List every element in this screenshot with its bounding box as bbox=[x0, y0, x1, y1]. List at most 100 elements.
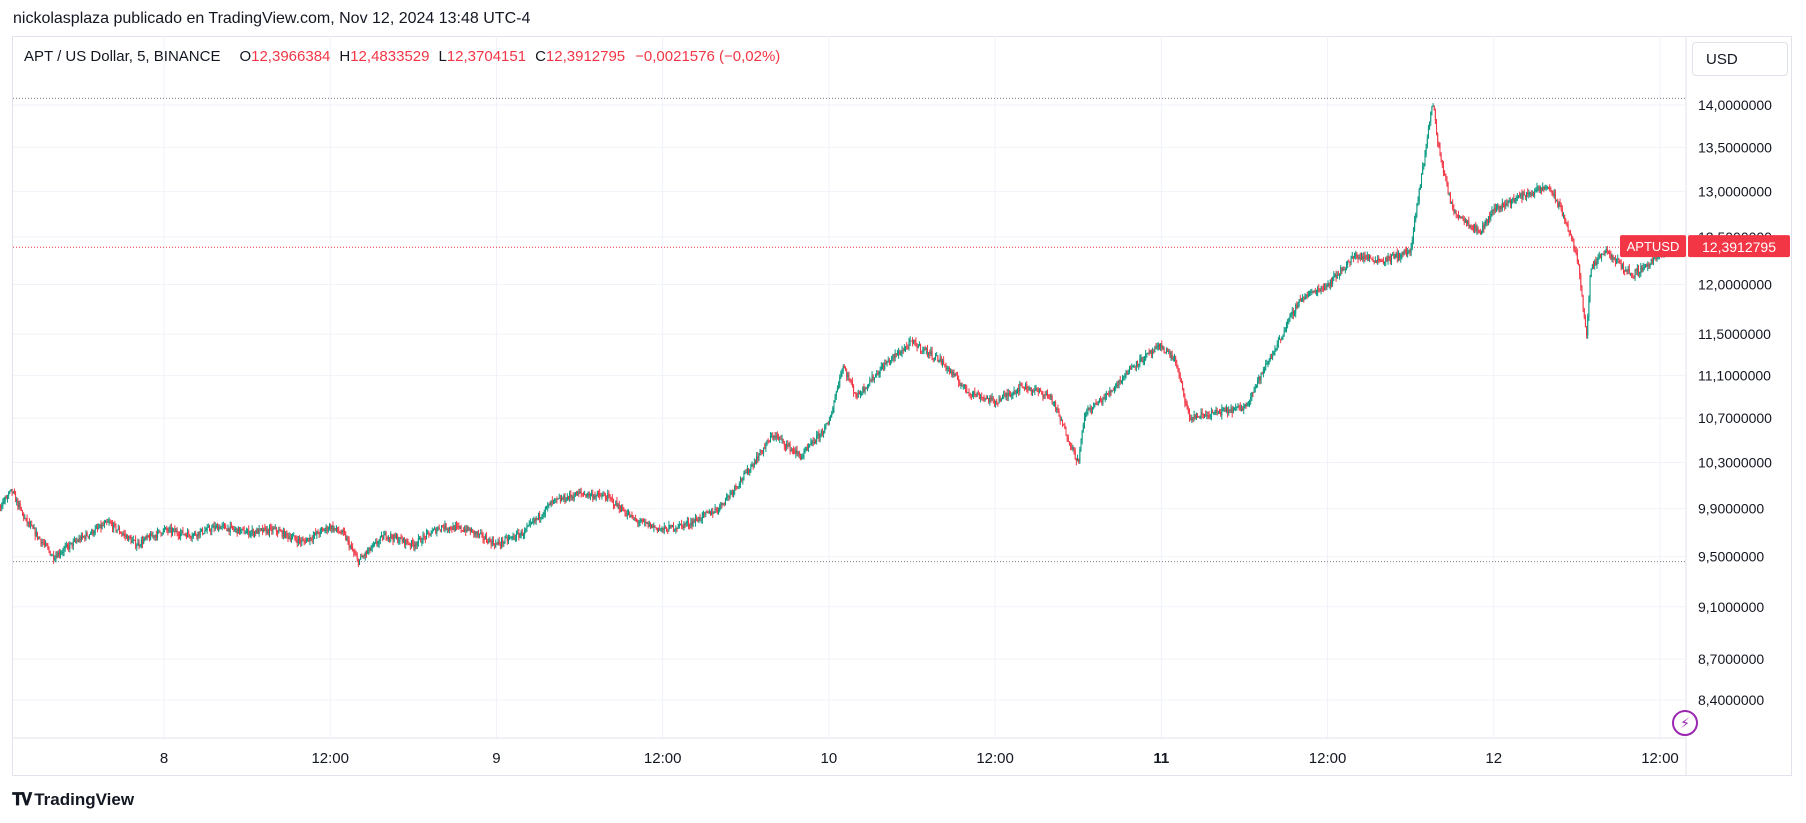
candle-body bbox=[1391, 254, 1393, 262]
candle-body bbox=[1459, 216, 1461, 218]
candle-body bbox=[817, 433, 819, 435]
candle-body bbox=[1290, 314, 1292, 316]
candle-body bbox=[33, 528, 35, 530]
candle-body bbox=[658, 528, 660, 531]
candle-body bbox=[924, 348, 926, 351]
candle-body bbox=[1299, 299, 1301, 302]
candle-body bbox=[1653, 258, 1655, 262]
candle-body bbox=[716, 509, 718, 512]
tradingview-logo[interactable]: 𝐓𝐕 TradingView bbox=[12, 790, 134, 810]
candle-body bbox=[986, 397, 988, 399]
candle-body bbox=[643, 520, 645, 522]
candle-body bbox=[288, 536, 290, 539]
candle-body bbox=[1116, 383, 1118, 388]
candle-body bbox=[539, 513, 541, 519]
candle-body bbox=[1542, 186, 1544, 191]
candle-body bbox=[1394, 257, 1396, 259]
candle-body bbox=[728, 495, 730, 497]
candle-body bbox=[252, 529, 254, 535]
candle-body bbox=[262, 528, 264, 533]
candle-body bbox=[1598, 255, 1600, 257]
candle-body bbox=[953, 372, 955, 377]
candle-body bbox=[392, 537, 394, 541]
candle-body bbox=[609, 496, 611, 499]
candle-body bbox=[860, 393, 862, 395]
candle-body bbox=[1601, 253, 1603, 258]
candle-body bbox=[1477, 228, 1479, 230]
candle-body bbox=[834, 396, 836, 402]
candle-body bbox=[1015, 390, 1017, 394]
candle-body bbox=[317, 531, 319, 534]
candle-body bbox=[61, 552, 63, 554]
candle-body bbox=[1640, 266, 1642, 274]
candle-body bbox=[199, 530, 201, 536]
candle-body bbox=[300, 540, 302, 543]
candle-body bbox=[215, 525, 217, 527]
candle-body bbox=[1262, 369, 1264, 375]
candle-body bbox=[612, 499, 614, 506]
candle-body bbox=[387, 537, 389, 539]
candle-body bbox=[275, 527, 277, 532]
lightning-icon[interactable]: ⚡ bbox=[1672, 710, 1698, 736]
candle-body bbox=[753, 462, 755, 467]
candle-body bbox=[1557, 200, 1559, 207]
y-tick-label: 9,1000000 bbox=[1698, 599, 1764, 615]
legend-symbol[interactable]: APT / US Dollar, 5, BINANCE bbox=[24, 48, 221, 65]
candle-body bbox=[1146, 354, 1148, 356]
candle-body bbox=[1028, 388, 1030, 391]
candle-body bbox=[324, 529, 326, 532]
candle-body bbox=[520, 531, 522, 535]
candle-body bbox=[960, 385, 962, 387]
candle-body bbox=[801, 456, 803, 460]
candle-body bbox=[862, 386, 864, 394]
candle-body bbox=[1194, 414, 1196, 419]
candle-body bbox=[1123, 376, 1125, 378]
candle-body bbox=[397, 536, 399, 543]
candle-body bbox=[414, 544, 416, 548]
candle-body bbox=[778, 436, 780, 439]
candle-body bbox=[357, 558, 359, 565]
candle-body bbox=[1283, 331, 1285, 335]
candle-body bbox=[1036, 388, 1038, 391]
candle-body bbox=[1631, 273, 1633, 275]
candle-body bbox=[522, 534, 524, 536]
candle-body bbox=[846, 370, 848, 377]
candle-body bbox=[1646, 264, 1648, 267]
chart-frame[interactable] bbox=[12, 36, 1792, 776]
candle-body bbox=[281, 531, 283, 537]
candle-body bbox=[975, 394, 977, 397]
candle-body bbox=[851, 381, 853, 387]
candle-body bbox=[1614, 259, 1616, 263]
candle-body bbox=[236, 528, 238, 534]
candle-body bbox=[1350, 258, 1352, 263]
candle-body bbox=[230, 525, 232, 527]
candle-body bbox=[184, 534, 186, 536]
candle-body bbox=[1070, 444, 1072, 447]
candle-body bbox=[1172, 358, 1174, 360]
candle-body bbox=[1295, 304, 1297, 313]
candle-body bbox=[1531, 194, 1533, 196]
candle-body bbox=[556, 498, 558, 500]
candle-body bbox=[978, 394, 980, 399]
legend-high-label: H bbox=[339, 48, 351, 65]
candle-body bbox=[68, 545, 70, 549]
candle-body bbox=[694, 518, 696, 523]
candle-body bbox=[730, 491, 732, 493]
candle-body bbox=[454, 525, 456, 531]
candle-body bbox=[334, 528, 336, 530]
currency-button[interactable]: USD bbox=[1692, 42, 1788, 76]
candle-body bbox=[1349, 262, 1351, 264]
candle-body bbox=[891, 356, 893, 361]
candle-body bbox=[399, 537, 401, 542]
candle-body bbox=[1407, 251, 1409, 255]
candle-body bbox=[350, 546, 352, 548]
candle-body bbox=[1340, 267, 1342, 274]
candle-body bbox=[21, 510, 23, 514]
candle-body bbox=[936, 355, 938, 357]
candle-body bbox=[385, 532, 387, 539]
candle-body bbox=[1434, 110, 1436, 121]
candle-body bbox=[806, 447, 808, 449]
candle-body bbox=[535, 518, 537, 521]
candle-body bbox=[847, 374, 849, 377]
